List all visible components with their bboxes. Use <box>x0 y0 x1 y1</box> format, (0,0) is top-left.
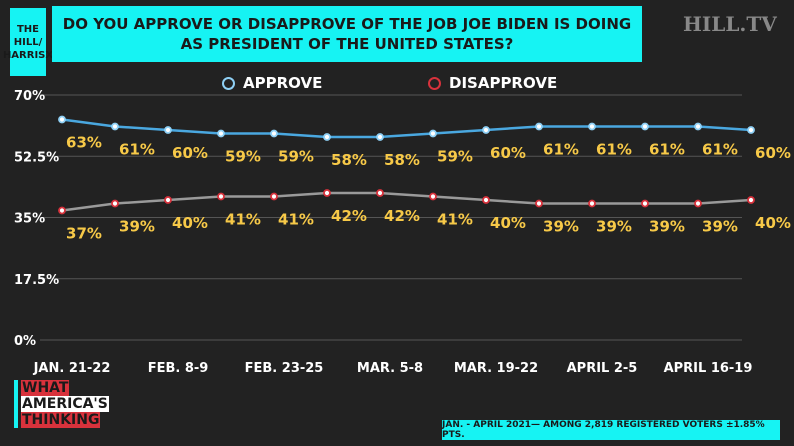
data-point <box>376 189 384 197</box>
data-point <box>270 129 278 138</box>
data-label: 59% <box>437 148 473 166</box>
data-point <box>747 126 755 134</box>
data-point <box>376 133 384 141</box>
series-line-disapprove <box>61 191 752 212</box>
logo-line2: AMERICA'S <box>21 396 109 412</box>
y-tick-label: 17.5% <box>14 273 59 288</box>
y-tick-label: 70% <box>14 89 45 104</box>
data-label: 61% <box>596 141 632 159</box>
data-point <box>164 126 172 134</box>
data-point <box>694 122 702 131</box>
legend-approve: APPROVE <box>222 74 322 92</box>
approve-marker-icon <box>222 76 235 90</box>
what-americas-thinking-logo: WHAT AMERICA'S THINKING <box>14 380 109 428</box>
data-label: 42% <box>384 207 420 225</box>
data-label: 41% <box>225 211 261 229</box>
data-point <box>482 126 490 134</box>
chart-title: DO YOU APPROVE OR DISAPPROVE OF THE JOB … <box>52 6 642 62</box>
data-label: 61% <box>649 141 685 159</box>
x-tick-label: APRIL 16-19 <box>664 361 753 376</box>
footnote: JAN. - APRIL 2021— AMONG 2,819 REGISTERE… <box>442 420 780 440</box>
data-label: 61% <box>119 141 155 159</box>
data-label: 40% <box>755 214 791 232</box>
logo-line1: WHAT <box>21 380 70 396</box>
data-label: 63% <box>66 134 102 152</box>
data-label: 41% <box>278 211 314 229</box>
data-point <box>217 129 225 138</box>
x-tick-label: MAR. 5-8 <box>357 361 423 376</box>
data-point <box>270 192 278 201</box>
data-label: 41% <box>437 211 473 229</box>
data-label: 39% <box>649 218 685 236</box>
x-tick-label: APRIL 2-5 <box>567 361 638 376</box>
source-badge: THE HILL/ HARRISX <box>3 8 53 76</box>
data-label: 61% <box>543 141 579 159</box>
data-point <box>747 196 755 204</box>
legend-disapprove-label: DISAPPROVE <box>449 74 558 92</box>
data-point <box>323 133 331 141</box>
data-point <box>323 189 331 197</box>
y-tick-label: 35% <box>14 212 45 227</box>
data-point <box>217 192 225 201</box>
data-label: 60% <box>755 144 791 162</box>
data-point <box>482 196 490 204</box>
data-label: 61% <box>702 141 738 159</box>
data-label: 40% <box>490 214 526 232</box>
x-tick-label: JAN. 21-22 <box>33 361 111 376</box>
data-point <box>588 199 596 208</box>
data-point <box>588 122 596 131</box>
data-label: 40% <box>172 214 208 232</box>
data-point <box>429 192 437 201</box>
x-tick-label: FEB. 23-25 <box>245 361 324 376</box>
data-point <box>111 122 119 131</box>
data-point <box>58 115 66 124</box>
x-tick-label: MAR. 19-22 <box>454 361 538 376</box>
y-tick-label: 52.5% <box>14 150 59 165</box>
disapprove-marker-icon <box>428 76 441 90</box>
data-point <box>535 199 543 208</box>
data-point <box>641 199 649 208</box>
data-label: 39% <box>702 218 738 236</box>
data-point <box>694 199 702 208</box>
legend-approve-label: APPROVE <box>243 74 323 92</box>
data-point <box>429 129 437 138</box>
series-line-approve <box>61 118 752 139</box>
y-tick-label: 0% <box>14 334 36 349</box>
brand-logo: HILL.TV <box>683 12 777 36</box>
x-tick-label: FEB. 8-9 <box>148 361 209 376</box>
data-label: 60% <box>172 144 208 162</box>
data-label: 39% <box>119 218 155 236</box>
legend-disapprove: DISAPPROVE <box>428 74 557 92</box>
data-point <box>641 122 649 131</box>
data-label: 58% <box>331 151 367 169</box>
data-label: 60% <box>490 144 526 162</box>
data-label: 58% <box>384 151 420 169</box>
data-label: 59% <box>225 148 261 166</box>
data-label: 37% <box>66 225 102 243</box>
data-label: 42% <box>331 207 367 225</box>
data-point <box>535 122 543 131</box>
data-label: 39% <box>596 218 632 236</box>
data-point <box>58 206 66 215</box>
data-label: 39% <box>543 218 579 236</box>
data-label: 59% <box>278 148 314 166</box>
data-point <box>111 199 119 208</box>
logo-line3: THINKING <box>21 412 101 428</box>
data-point <box>164 196 172 204</box>
